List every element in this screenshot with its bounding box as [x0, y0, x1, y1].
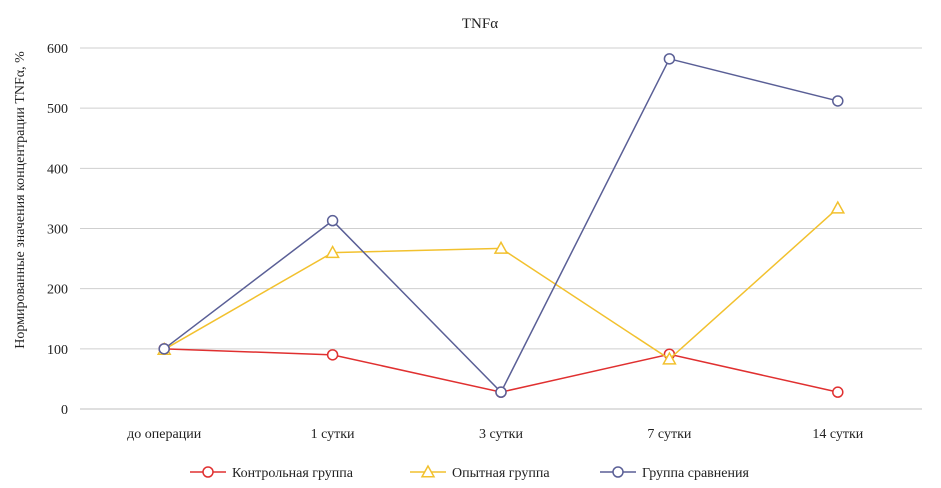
- data-point: [830, 200, 846, 214]
- legend-marker: [612, 466, 624, 478]
- data-point: [326, 349, 339, 361]
- x-tick-label: 7 сутки: [647, 427, 691, 442]
- series-2: [156, 200, 846, 365]
- legend-marker: [420, 464, 436, 478]
- y-axis-title: Нормированные значения концентрации TNFα…: [13, 51, 28, 349]
- y-tick-label: 0: [61, 403, 68, 418]
- y-tick-label: 100: [47, 343, 68, 358]
- data-point: [832, 386, 844, 398]
- legend-label: Опытная группа: [452, 466, 550, 481]
- series-line: [164, 348, 838, 393]
- data-point: [832, 95, 844, 107]
- series-layer: [156, 53, 846, 398]
- data-point: [325, 245, 340, 259]
- y-tick-label: 600: [47, 42, 68, 57]
- legend-label: Контрольная группа: [232, 466, 354, 481]
- series-line: [163, 207, 839, 361]
- x-tick-label: до операции: [127, 427, 202, 442]
- chart-title: TNFα: [462, 16, 498, 32]
- x-tick-label: 14 сутки: [812, 427, 863, 442]
- legend-marker: [202, 466, 214, 478]
- data-point: [663, 53, 676, 65]
- series-line: [163, 57, 838, 394]
- legend-label: Группа сравнения: [642, 466, 749, 481]
- x-tick-label: 3 сутки: [479, 427, 523, 442]
- data-point: [662, 351, 677, 365]
- data-point: [158, 343, 170, 355]
- x-tick-labels: до операции 1 сутки 3 сутки 7 сутки 14 сутки: [127, 427, 864, 442]
- x-tick-label: 1 сутки: [311, 427, 355, 442]
- grid-layer: [80, 47, 922, 410]
- series-3: [158, 53, 844, 398]
- data-point: [326, 214, 339, 227]
- legend-item: Контрольная группа: [190, 466, 354, 481]
- y-tick-label: 300: [47, 223, 68, 238]
- data-point: [495, 386, 507, 398]
- y-tick-labels: 0 100 200 300 400 500 600: [47, 42, 68, 418]
- y-tick-label: 400: [47, 162, 68, 177]
- legend-item: Опытная группа: [410, 464, 550, 481]
- y-tick-label: 500: [47, 102, 68, 117]
- data-point: [493, 240, 509, 254]
- y-tick-label: 200: [47, 283, 68, 298]
- legend: Контрольная группа Опытная группа Группа с…: [190, 464, 749, 481]
- legend-item: Группа сравнения: [600, 466, 749, 481]
